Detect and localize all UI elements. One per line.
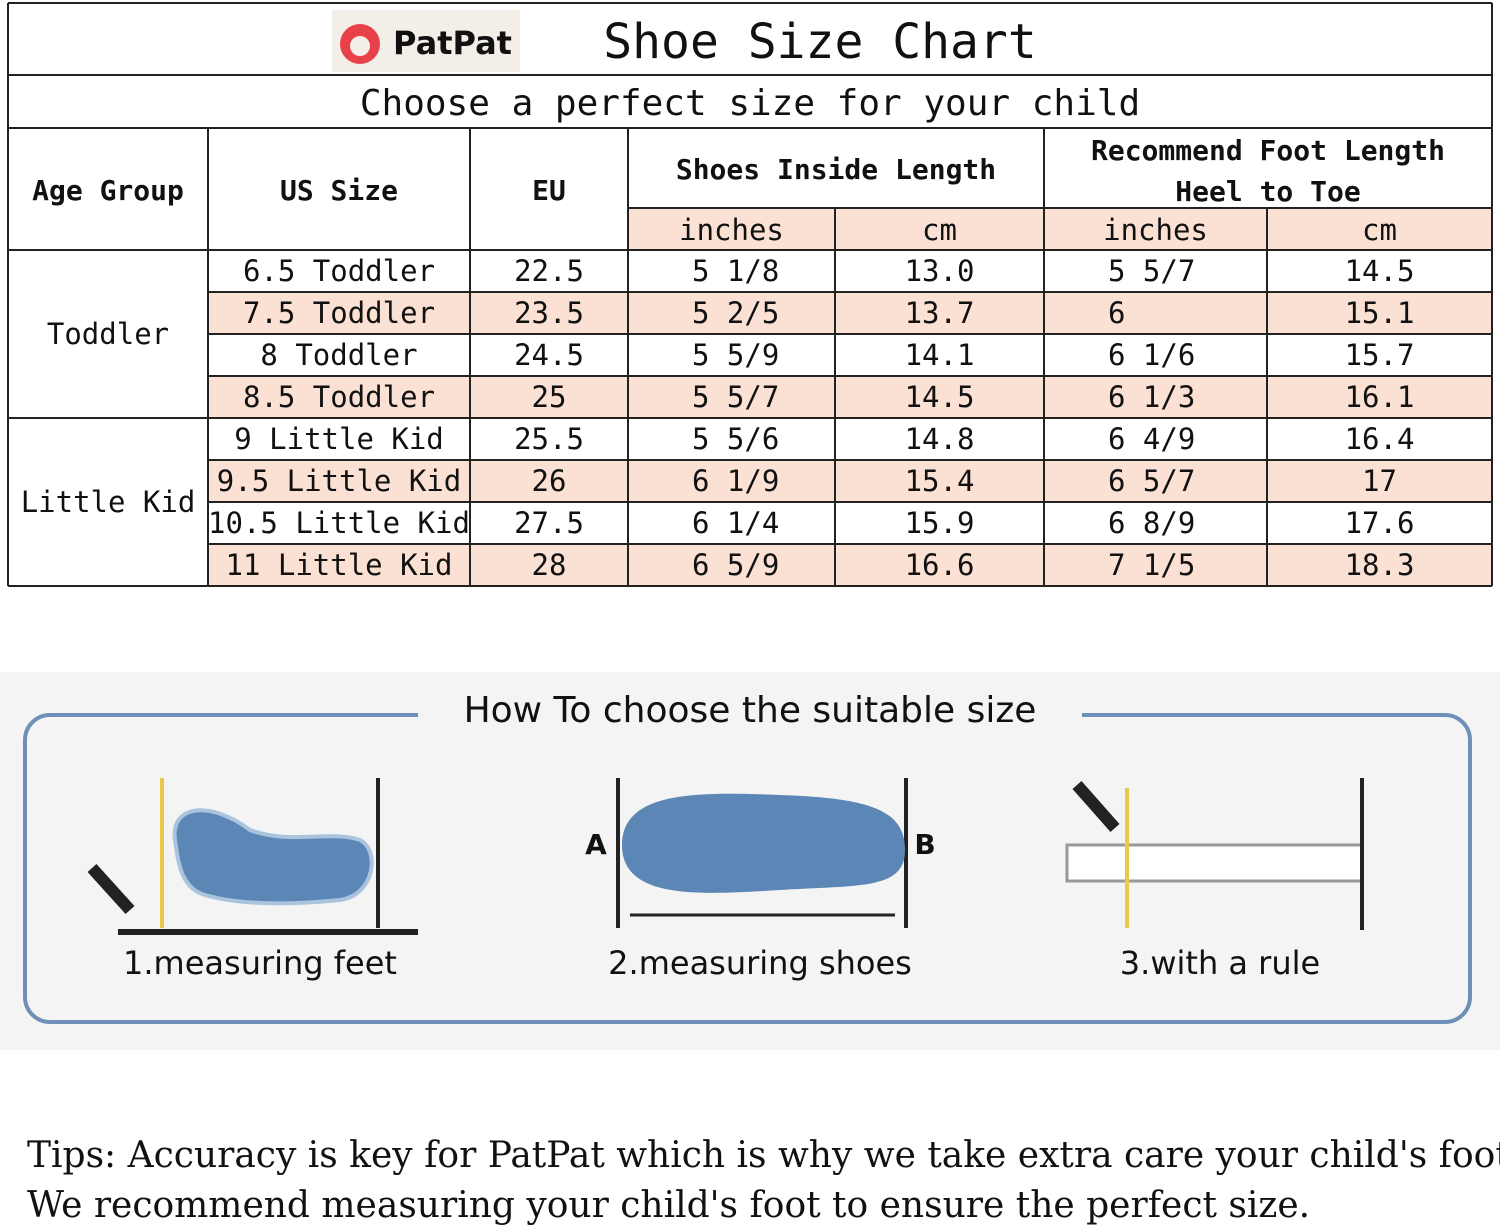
cell: 25.5 bbox=[514, 422, 584, 456]
age-group: Toddler bbox=[47, 317, 169, 351]
row-stripe bbox=[208, 376, 1492, 418]
cell: 6 5/9 bbox=[692, 548, 779, 582]
cell: 6 4/9 bbox=[1108, 422, 1195, 456]
cell: 27.5 bbox=[514, 506, 584, 540]
size-table: Age Group US Size EU Shoes Inside Length Rec… bbox=[7, 2, 1493, 587]
logo-text: PatPat bbox=[393, 24, 512, 62]
cell: 9 Little Kid bbox=[234, 422, 444, 456]
column-header: Recommend Foot Length bbox=[1091, 134, 1445, 167]
unit-header: cm bbox=[1362, 213, 1397, 247]
cell: 15.7 bbox=[1345, 338, 1415, 372]
cell: 17.6 bbox=[1345, 506, 1415, 540]
unit-row-bg bbox=[628, 208, 1492, 250]
cell: 10.5 Little Kid bbox=[208, 506, 470, 540]
mark-a: A bbox=[585, 828, 607, 861]
unit-header: inches bbox=[679, 213, 784, 247]
cell: 5 5/7 bbox=[1108, 254, 1195, 288]
cell: 6 5/7 bbox=[1108, 464, 1195, 498]
cell: 16.4 bbox=[1345, 422, 1415, 456]
cell: 25 bbox=[532, 380, 567, 414]
cell: 7.5 Toddler bbox=[243, 296, 435, 330]
cell: 13.0 bbox=[905, 254, 975, 288]
cell: 24.5 bbox=[514, 338, 584, 372]
cell: 14.5 bbox=[1345, 254, 1415, 288]
subtitle: Choose a perfect size for your child bbox=[360, 83, 1140, 124]
cell: 13.7 bbox=[905, 296, 975, 330]
column-header: Heel to Toe bbox=[1175, 175, 1360, 208]
cell: 6 bbox=[1108, 296, 1125, 330]
cell: 26 bbox=[532, 464, 567, 498]
cell: 8 Toddler bbox=[260, 338, 417, 372]
row-stripe bbox=[208, 460, 1492, 502]
cell: 6 1/9 bbox=[692, 464, 779, 498]
step-label: 2.measuring shoes bbox=[608, 944, 912, 982]
cell: 11 Little Kid bbox=[226, 548, 453, 582]
cell: 23.5 bbox=[514, 296, 584, 330]
shoe-sole bbox=[622, 793, 905, 893]
cell: 14.1 bbox=[905, 338, 975, 372]
tips-line: We recommend measuring your child's foot… bbox=[27, 1185, 1310, 1226]
cell: 14.5 bbox=[905, 380, 975, 414]
guide-title: How To choose the suitable size bbox=[464, 690, 1037, 731]
cell: 17 bbox=[1362, 464, 1397, 498]
row-stripe bbox=[208, 544, 1492, 586]
cell: 9.5 Little Kid bbox=[217, 464, 461, 498]
cell: 28 bbox=[532, 548, 567, 582]
unit-header: cm bbox=[922, 213, 957, 247]
title: Shoe Size Chart bbox=[603, 14, 1036, 70]
column-header: US Size bbox=[280, 174, 398, 207]
cell: 5 5/6 bbox=[692, 422, 779, 456]
step-label: 3.with a rule bbox=[1120, 944, 1320, 982]
ruler bbox=[1065, 843, 1364, 883]
age-group: Little Kid bbox=[21, 485, 196, 519]
column-header: EU bbox=[532, 174, 566, 207]
cell: 16.6 bbox=[905, 548, 975, 582]
mark-b: B bbox=[914, 828, 935, 861]
step-label: 1.measuring feet bbox=[123, 944, 397, 982]
cell: 5 1/8 bbox=[692, 254, 779, 288]
cell: 7 1/5 bbox=[1108, 548, 1195, 582]
cell: 5 5/9 bbox=[692, 338, 779, 372]
column-header: Shoes Inside Length bbox=[676, 153, 996, 186]
cell: 6 1/4 bbox=[692, 506, 779, 540]
tips-line: Tips: Accuracy is key for PatPat which i… bbox=[27, 1135, 1500, 1176]
cell: 18.3 bbox=[1345, 548, 1415, 582]
foot bbox=[172, 808, 374, 906]
pencil bbox=[87, 863, 135, 915]
cell: 22.5 bbox=[514, 254, 584, 288]
cell: 5 2/5 bbox=[692, 296, 779, 330]
cell: 6 8/9 bbox=[1108, 506, 1195, 540]
column-header: Age Group bbox=[32, 174, 184, 207]
row-stripe bbox=[208, 292, 1492, 334]
unit-header: inches bbox=[1103, 213, 1208, 247]
pencil bbox=[1072, 781, 1120, 832]
cell: 6 1/6 bbox=[1108, 338, 1195, 372]
cell: 15.9 bbox=[905, 506, 975, 540]
cell: 6 1/3 bbox=[1108, 380, 1195, 414]
cell: 16.1 bbox=[1345, 380, 1415, 414]
cell: 14.8 bbox=[905, 422, 975, 456]
cell: 15.4 bbox=[905, 464, 975, 498]
logo-icon-hole bbox=[350, 36, 370, 56]
guide-frame bbox=[23, 713, 1472, 1024]
cell: 8.5 Toddler bbox=[243, 380, 435, 414]
cell: 5 5/7 bbox=[692, 380, 779, 414]
cell: 15.1 bbox=[1345, 296, 1415, 330]
cell: 6.5 Toddler bbox=[243, 254, 435, 288]
